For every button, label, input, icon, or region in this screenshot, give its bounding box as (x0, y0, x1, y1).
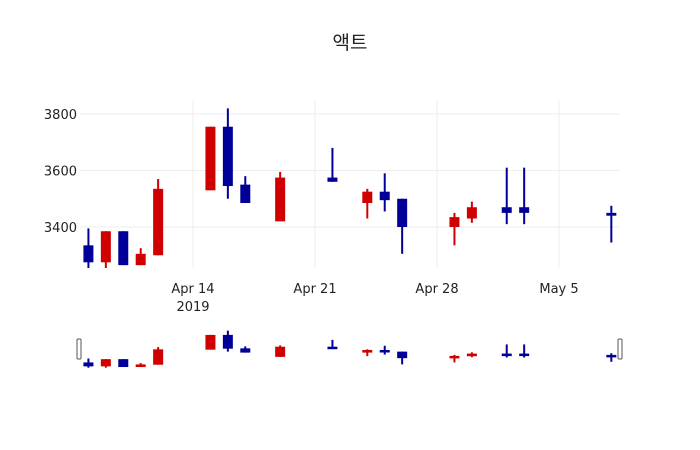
candle-body (118, 231, 129, 266)
y-tick-label: 3400 (44, 221, 77, 236)
candle[interactable] (135, 248, 146, 266)
candle[interactable] (118, 231, 129, 266)
y-tick-label: 3800 (44, 108, 77, 123)
candle-body (100, 231, 111, 263)
candle-body (135, 253, 146, 266)
candles-main[interactable] (83, 108, 617, 268)
x-axis: Apr 14 2019 Apr 21 Apr 28 May 5 (171, 282, 578, 315)
slider-candle (118, 359, 129, 368)
slider-candle (379, 345, 390, 355)
slider-candle (275, 345, 286, 357)
candle-body (466, 207, 477, 219)
slider-candle (240, 346, 251, 353)
gridlines (80, 100, 620, 268)
candle-body (83, 245, 94, 263)
candle[interactable] (153, 178, 164, 256)
candle[interactable] (205, 126, 216, 191)
slider-candle (327, 339, 338, 350)
slider-candle (222, 330, 233, 352)
chart-title: 액트 (332, 32, 368, 54)
slider-candle (449, 354, 460, 363)
candle-body (275, 177, 286, 222)
slider-candle (606, 353, 617, 362)
candle[interactable] (501, 167, 512, 225)
candle-body (606, 212, 617, 216)
candle[interactable] (519, 167, 530, 225)
candle-body (362, 191, 373, 203)
candle[interactable] (100, 231, 111, 268)
candle[interactable] (275, 171, 286, 222)
slider-candle (501, 344, 512, 358)
slider-candle (100, 359, 111, 368)
candle[interactable] (606, 205, 617, 243)
candle[interactable] (222, 108, 233, 199)
slider-candle (397, 351, 408, 365)
candle-body (501, 207, 512, 213)
candle-body (222, 126, 233, 187)
y-axis: 3400 3600 3800 (44, 108, 77, 236)
range-slider-candles (83, 330, 617, 368)
candle-body (379, 191, 390, 201)
slider-candle (519, 344, 530, 358)
x-tick-label: Apr 28 (415, 282, 458, 297)
range-slider-left-handle[interactable] (76, 338, 82, 360)
x-tick-label: Apr 14 (171, 282, 214, 297)
slider-candle (205, 334, 216, 350)
candle-body (327, 177, 338, 182)
x-tick-label: Apr 21 (293, 282, 336, 297)
candle-body (449, 217, 460, 227)
y-tick-label: 3600 (44, 165, 77, 180)
candle[interactable] (379, 173, 390, 212)
x-tick-year-label: 2019 (176, 300, 209, 315)
slider-candle (83, 358, 94, 368)
candle-body (153, 188, 164, 256)
candle[interactable] (466, 201, 477, 223)
x-tick-label: May 5 (539, 282, 578, 297)
slider-candle (135, 363, 146, 368)
candle-body (519, 207, 530, 213)
candle[interactable] (397, 198, 408, 254)
slider-candle (362, 349, 373, 357)
candle-body (205, 126, 216, 191)
candle[interactable] (240, 176, 251, 203)
candle-body (397, 198, 408, 227)
candle[interactable] (327, 147, 338, 182)
slider-candle (153, 347, 164, 365)
candle-body (240, 184, 251, 203)
candle[interactable] (83, 228, 94, 268)
slider-candle (466, 352, 477, 358)
candle[interactable] (449, 212, 460, 246)
range-slider-right-handle[interactable] (617, 338, 623, 360)
range-slider[interactable] (76, 330, 623, 368)
candle[interactable] (362, 188, 373, 219)
